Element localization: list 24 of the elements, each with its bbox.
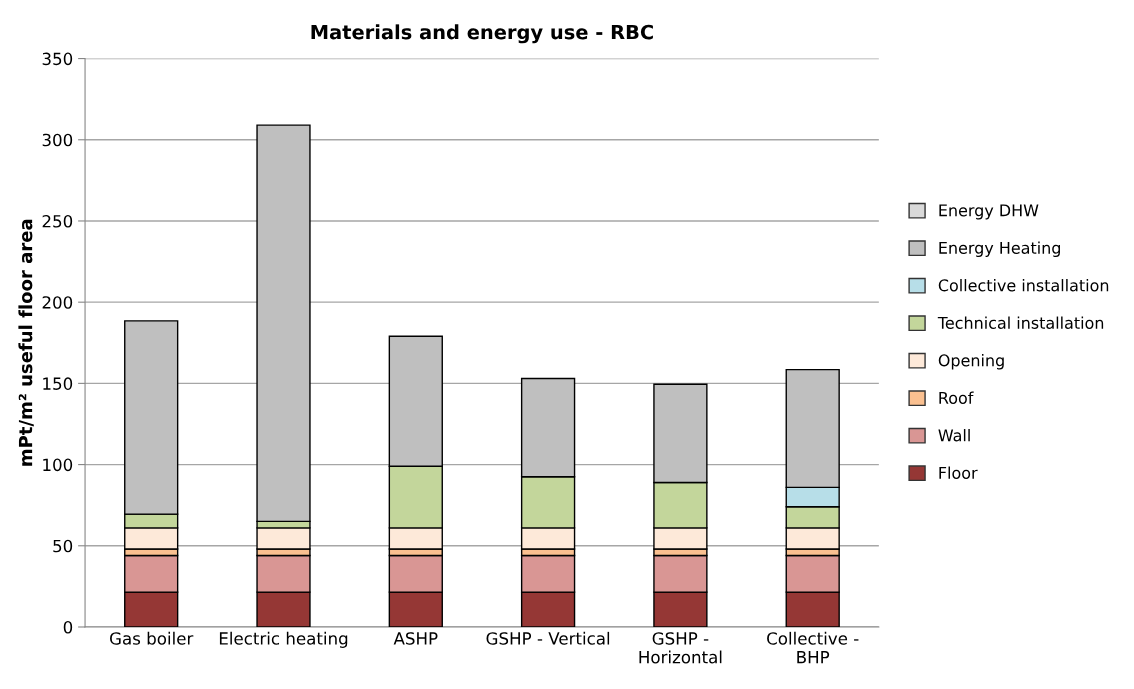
legend-label: Opening — [938, 354, 1004, 370]
x-tick-label: Collective - BHP — [767, 631, 859, 664]
x-tick-label: ASHP — [393, 632, 438, 645]
x-tick-label: Gas boiler — [110, 631, 194, 645]
y-tick-label: 50 — [53, 539, 73, 553]
y-tick-label: 150 — [43, 377, 73, 390]
y-tick-label: 0 — [63, 620, 73, 634]
chart-title: Materials and energy use - RBC — [311, 24, 653, 44]
x-tick-label: Electric heating — [219, 631, 348, 648]
legend-label: Roof — [939, 391, 974, 404]
x-tick-label: GSHP - Vertical — [486, 631, 610, 645]
legend-label: Collective installation — [938, 279, 1109, 292]
y-tick-label: 300 — [42, 133, 73, 147]
legend-label: Energy DHW — [939, 204, 1039, 220]
legend-label: Wall — [938, 429, 970, 442]
x-tick-label: GSHP - Horizontal — [639, 632, 722, 664]
y-tick-label: 100 — [43, 458, 73, 472]
y-tick-label: 250 — [42, 214, 73, 228]
y-axis-title: mPt/m² useful floor area — [18, 219, 34, 466]
legend-label: Energy Heating — [939, 241, 1060, 257]
y-tick-label: 200 — [42, 296, 73, 309]
legend-label: Technical installation — [937, 316, 1104, 329]
legend-label: Floor — [939, 466, 978, 479]
y-tick-label: 350 — [42, 52, 73, 66]
